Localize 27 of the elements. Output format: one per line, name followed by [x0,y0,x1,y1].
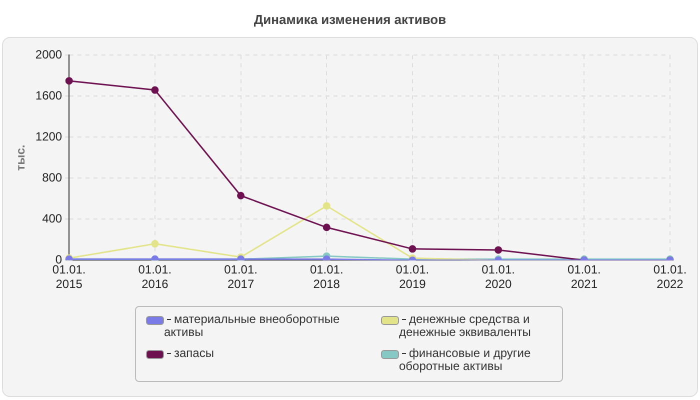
legend-label: материальные внеоборотные активы [164,312,371,339]
point [322,224,330,232]
y-tick-label: 400 [42,212,62,226]
point [151,240,159,248]
point [151,86,159,94]
point [408,245,416,253]
point [322,202,330,210]
chart-title: Динамика изменения активов [252,12,448,27]
y-tick-label: 800 [42,170,62,185]
legend-label: денежные средства и денежные эквиваленты [399,312,561,339]
x-tick-label: 01.01. 2017 [224,262,258,292]
legend-label: запасы [164,346,214,360]
y-axis-title: тыс. [14,144,28,171]
y-tick-label: 1200 [35,130,62,144]
x-tick-label: 01.01. 2022 [653,262,687,292]
point [494,246,502,254]
point [65,77,73,85]
x-tick-label: 01.01. 2016 [138,262,172,292]
y-tick-label: 2000 [35,48,62,62]
point [237,192,245,200]
x-tick-label: 01.01. 2015 [52,262,86,292]
x-tick-label: 01.01. 2020 [482,262,515,292]
legend-label: финансовые и другие оборотные активы [399,346,561,373]
x-tick-label: 01.01. 2021 [567,262,601,292]
y-tick-label: 1600 [35,88,62,103]
x-tick-label: 01.01. 2019 [396,262,430,292]
x-tick-label: 01.01. 2018 [310,262,344,292]
